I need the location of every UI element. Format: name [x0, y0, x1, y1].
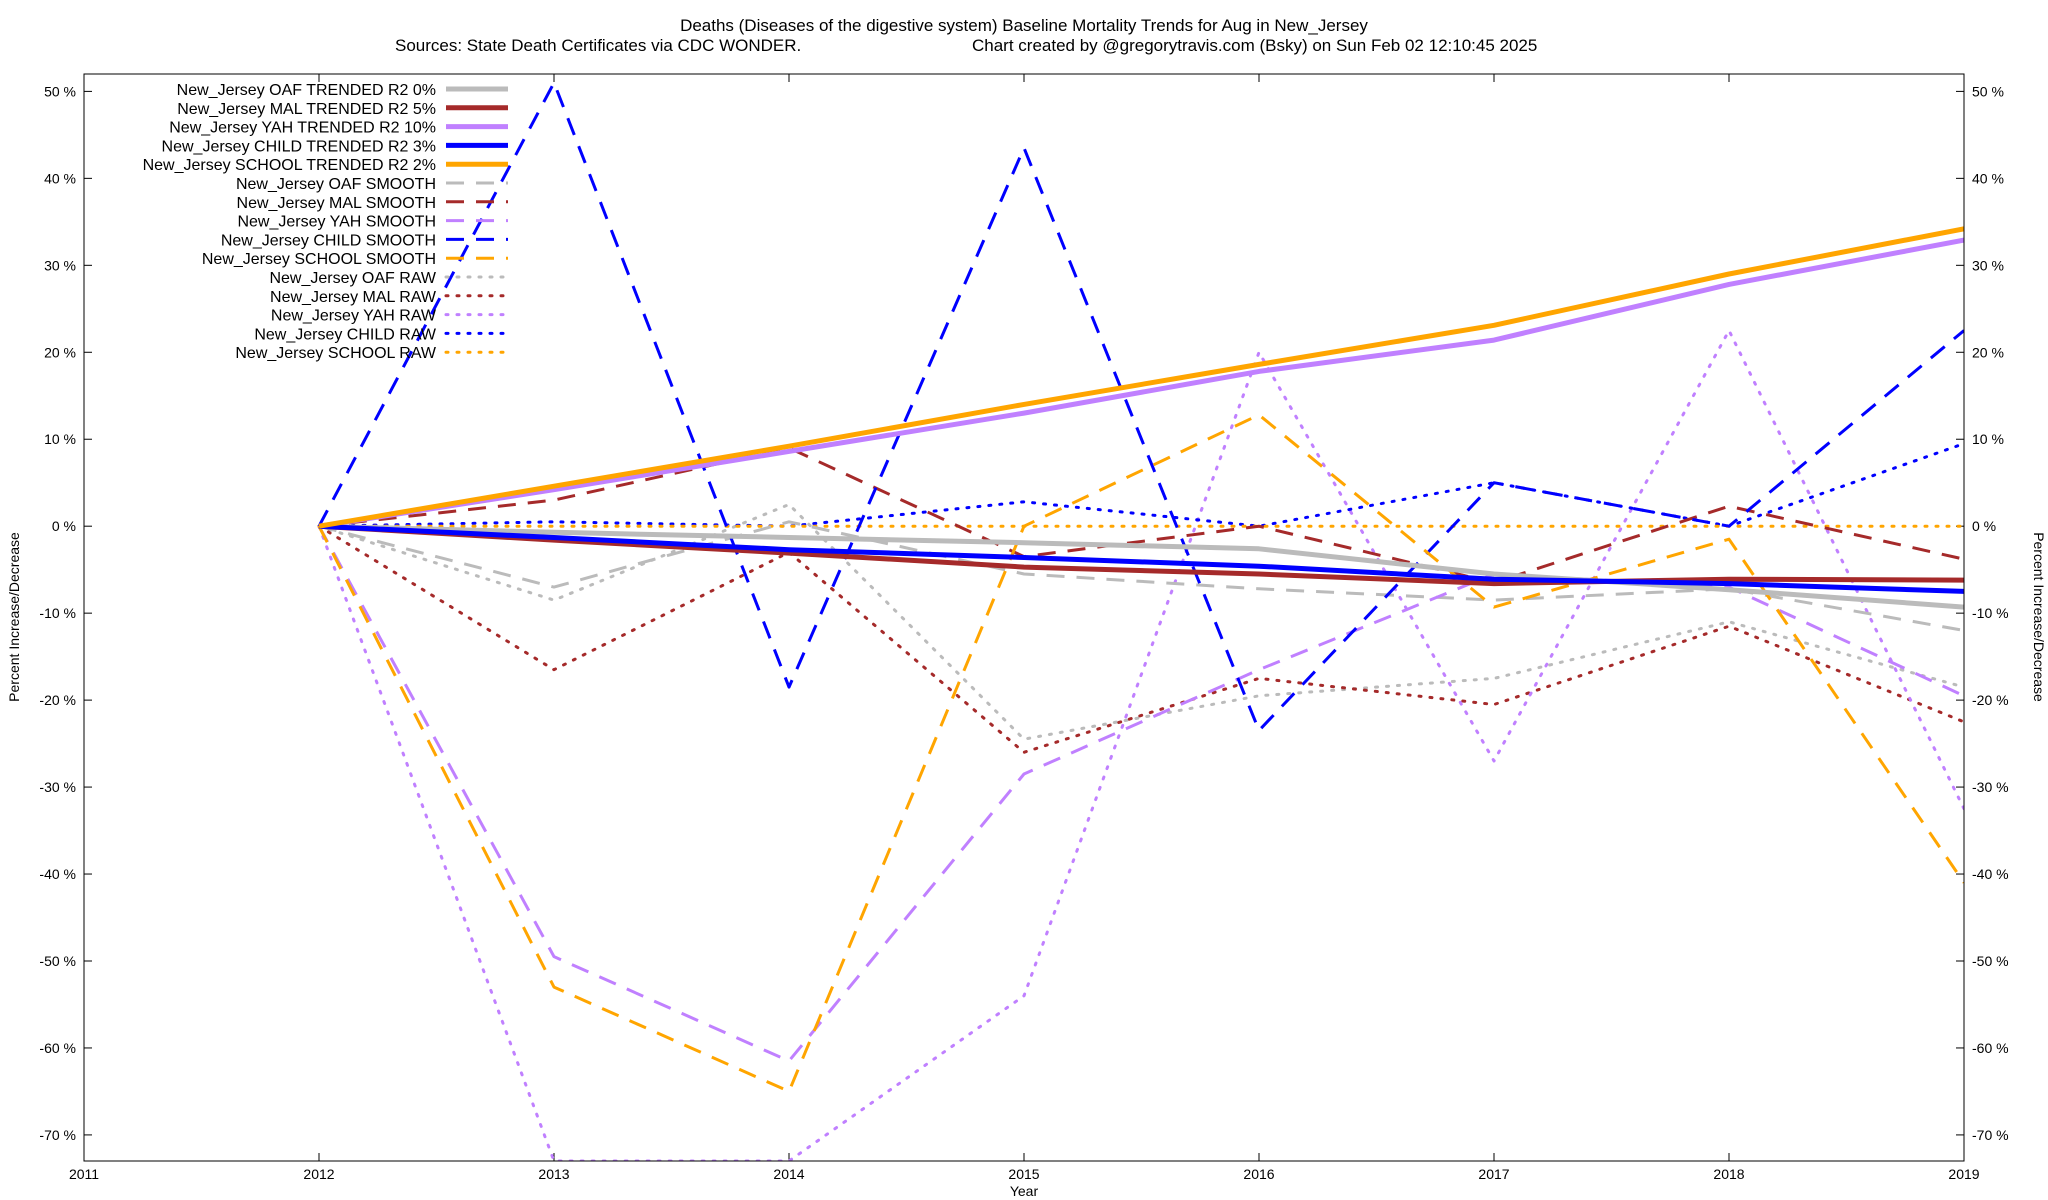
legend-entry-label: New_Jersey YAH SMOOTH — [237, 214, 436, 231]
x-tick-label: 2013 — [538, 1166, 569, 1182]
series-line-1 — [318, 523, 1964, 587]
y-tick-label-right: -10 % — [1972, 605, 2009, 621]
y-tick-label-right: -20 % — [1972, 692, 2009, 708]
x-axis-label: Year — [1010, 1183, 1039, 1199]
axis-ticks: 2011 2012 2013 2014 2015 2016 2017 2018 2019 50 %… — [39, 74, 2009, 1182]
y-tick-label-left: -20 % — [39, 692, 76, 708]
legend-entry-label: New_Jersey MAL TRENDED R2 5% — [177, 101, 436, 118]
y-tick-label-left: -10 % — [39, 605, 76, 621]
series-line-10 — [317, 503, 1964, 741]
series-line-11 — [317, 524, 1964, 754]
y-tick-label-left: -30 % — [39, 779, 76, 795]
y-tick-label-right: 30 % — [1972, 257, 2004, 273]
y-tick-label-left: 10 % — [44, 431, 76, 447]
legend-entry-label: New_Jersey MAL RAW — [270, 289, 437, 306]
series-line-2 — [318, 237, 1964, 529]
series-line-12 — [317, 329, 1964, 1161]
series-line-6 — [318, 446, 1964, 585]
legend-entry-label: New_Jersey SCHOOL RAW — [235, 345, 437, 362]
series-line-9 — [317, 413, 1964, 1093]
legend-entry-label: New_Jersey YAH TRENDED R2 10% — [169, 120, 436, 137]
y-tick-label-right: -60 % — [1972, 1040, 2009, 1056]
legend-entry-label: New_Jersey YAH RAW — [271, 308, 437, 325]
x-tick-label: 2016 — [1243, 1166, 1274, 1182]
series-line-3 — [318, 523, 1964, 594]
y-tick-label-right: -40 % — [1972, 866, 2009, 882]
x-tick-label: 2011 — [69, 1166, 99, 1182]
chart-title: Deaths (Diseases of the digestive system… — [680, 16, 1368, 35]
y-tick-label-left: -40 % — [39, 866, 76, 882]
series-line-4 — [318, 226, 1964, 529]
y-tick-label-left: -70 % — [39, 1127, 76, 1143]
x-tick-label: 2018 — [1713, 1166, 1744, 1182]
y-tick-label-right: -70 % — [1972, 1127, 2009, 1143]
y-tick-label-right: -30 % — [1972, 779, 2009, 795]
legend-entry-label: New_Jersey CHILD RAW — [254, 326, 437, 343]
y-tick-label-right: -50 % — [1972, 953, 2009, 969]
y-axis-label-right: Percent Increase/Decrease — [2031, 532, 2047, 702]
legend: New_Jersey OAF TRENDED R2 0% New_Jersey M… — [143, 82, 510, 362]
series-line-13 — [317, 442, 1964, 528]
y-tick-label-left: 30 % — [44, 257, 76, 273]
plot-frame — [83, 73, 1965, 1162]
legend-entry-label: New_Jersey SCHOOL SMOOTH — [202, 251, 436, 268]
legend-entry-label: New_Jersey OAF SMOOTH — [236, 176, 436, 193]
y-tick-label-left: -50 % — [39, 953, 76, 969]
series-line-8 — [317, 81, 1964, 732]
chart-subtitle-left: Sources: State Death Certificates via CD… — [395, 36, 801, 55]
legend-entry-label: New_Jersey OAF TRENDED R2 0% — [177, 82, 436, 99]
y-tick-label-left: 0 % — [52, 518, 76, 534]
legend-entry-label: New_Jersey CHILD SMOOTH — [221, 232, 436, 249]
y-tick-label-left: 50 % — [44, 83, 76, 99]
x-tick-label: 2012 — [303, 1166, 334, 1182]
x-tick-label: 2017 — [1478, 1166, 1509, 1182]
y-tick-label-left: -60 % — [39, 1040, 76, 1056]
x-tick-label: 2014 — [773, 1166, 804, 1182]
y-tick-label-right: 10 % — [1972, 431, 2004, 447]
chart-subtitle-right: Chart created by @gregorytravis.com (Bsk… — [972, 36, 1537, 55]
y-tick-label-right: 50 % — [1972, 83, 2004, 99]
legend-entry-label: New_Jersey SCHOOL TRENDED R2 2% — [143, 157, 436, 174]
legend-entry-label: New_Jersey CHILD TRENDED R2 3% — [162, 138, 436, 155]
y-tick-label-left: 20 % — [44, 344, 76, 360]
y-tick-label-right: 0 % — [1972, 518, 1996, 534]
y-tick-label-left: 40 % — [44, 170, 76, 186]
x-tick-label: 2015 — [1008, 1166, 1039, 1182]
series-group — [317, 81, 1964, 1161]
y-axis-label-left: Percent Increase/Decrease — [6, 532, 22, 702]
legend-entry-label: New_Jersey OAF RAW — [269, 270, 436, 287]
series-line-0 — [318, 523, 1964, 610]
x-tick-label: 2019 — [1948, 1166, 1979, 1182]
y-tick-label-right: 40 % — [1972, 170, 2004, 186]
series-line-7 — [317, 525, 1964, 1063]
legend-entry-label: New_Jersey MAL SMOOTH — [237, 195, 436, 212]
series-line-5 — [318, 520, 1964, 632]
y-tick-label-right: 20 % — [1972, 344, 2004, 360]
